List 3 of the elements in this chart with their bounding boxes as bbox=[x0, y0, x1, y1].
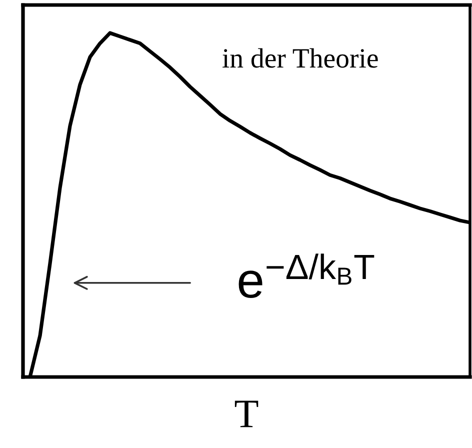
x-axis-title: T bbox=[234, 400, 258, 428]
annotation: in der Theorie bbox=[222, 48, 378, 68]
annotation: e$^{−Δ/kBT}$ bbox=[238, 254, 374, 298]
